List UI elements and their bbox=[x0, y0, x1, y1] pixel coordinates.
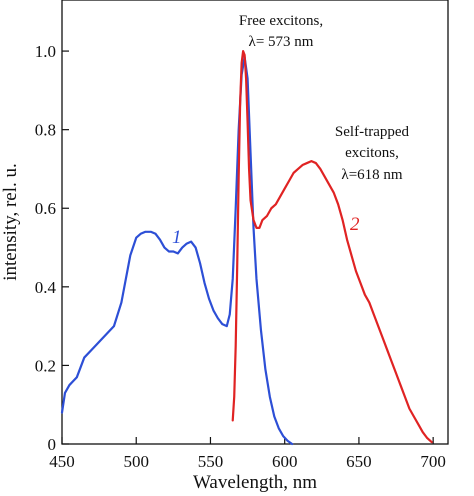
y-tick-label-0.2: 0.2 bbox=[35, 356, 56, 375]
y-tick-label-1: 1.0 bbox=[35, 42, 56, 61]
series-line-2 bbox=[231, 49, 433, 444]
x-axis-ticks: 450 500 550 600 650 700 bbox=[49, 437, 446, 471]
plot-frame bbox=[61, 0, 449, 445]
y-axis-ticks: 0 0.2 0.4 0.6 0.8 1.0 bbox=[35, 42, 69, 454]
x-tick-label-600: 600 bbox=[272, 452, 298, 471]
y-tick-label-0.8: 0.8 bbox=[35, 121, 56, 140]
y-tick-label-0: 0 bbox=[48, 435, 57, 454]
series-lines bbox=[60, 49, 433, 446]
x-axis-title: Wavelength, nm bbox=[193, 472, 317, 493]
y-axis-title: intensity, rel. u. bbox=[0, 163, 21, 281]
annotation-self-trapped-line1: Self-trapped bbox=[335, 124, 410, 140]
y-tick-label-0.6: 0.6 bbox=[35, 199, 56, 218]
annotation-self-trapped-line3: λ=618 nm bbox=[341, 167, 402, 183]
annotation-free-excitons-line1: Free excitons, bbox=[239, 13, 323, 29]
series-line-1 bbox=[60, 55, 294, 446]
y-tick-label-0.4: 0.4 bbox=[35, 278, 57, 297]
series-label-2: 2 bbox=[350, 214, 360, 235]
annotation-free-excitons-line2: λ= 573 nm bbox=[249, 34, 314, 50]
x-tick-label-450: 450 bbox=[49, 452, 75, 471]
x-tick-label-700: 700 bbox=[420, 452, 446, 471]
x-tick-label-550: 550 bbox=[198, 452, 224, 471]
series-label-1: 1 bbox=[172, 227, 182, 248]
x-tick-label-500: 500 bbox=[123, 452, 149, 471]
x-tick-label-650: 650 bbox=[346, 452, 372, 471]
annotation-self-trapped-line2: excitons, bbox=[345, 145, 399, 161]
